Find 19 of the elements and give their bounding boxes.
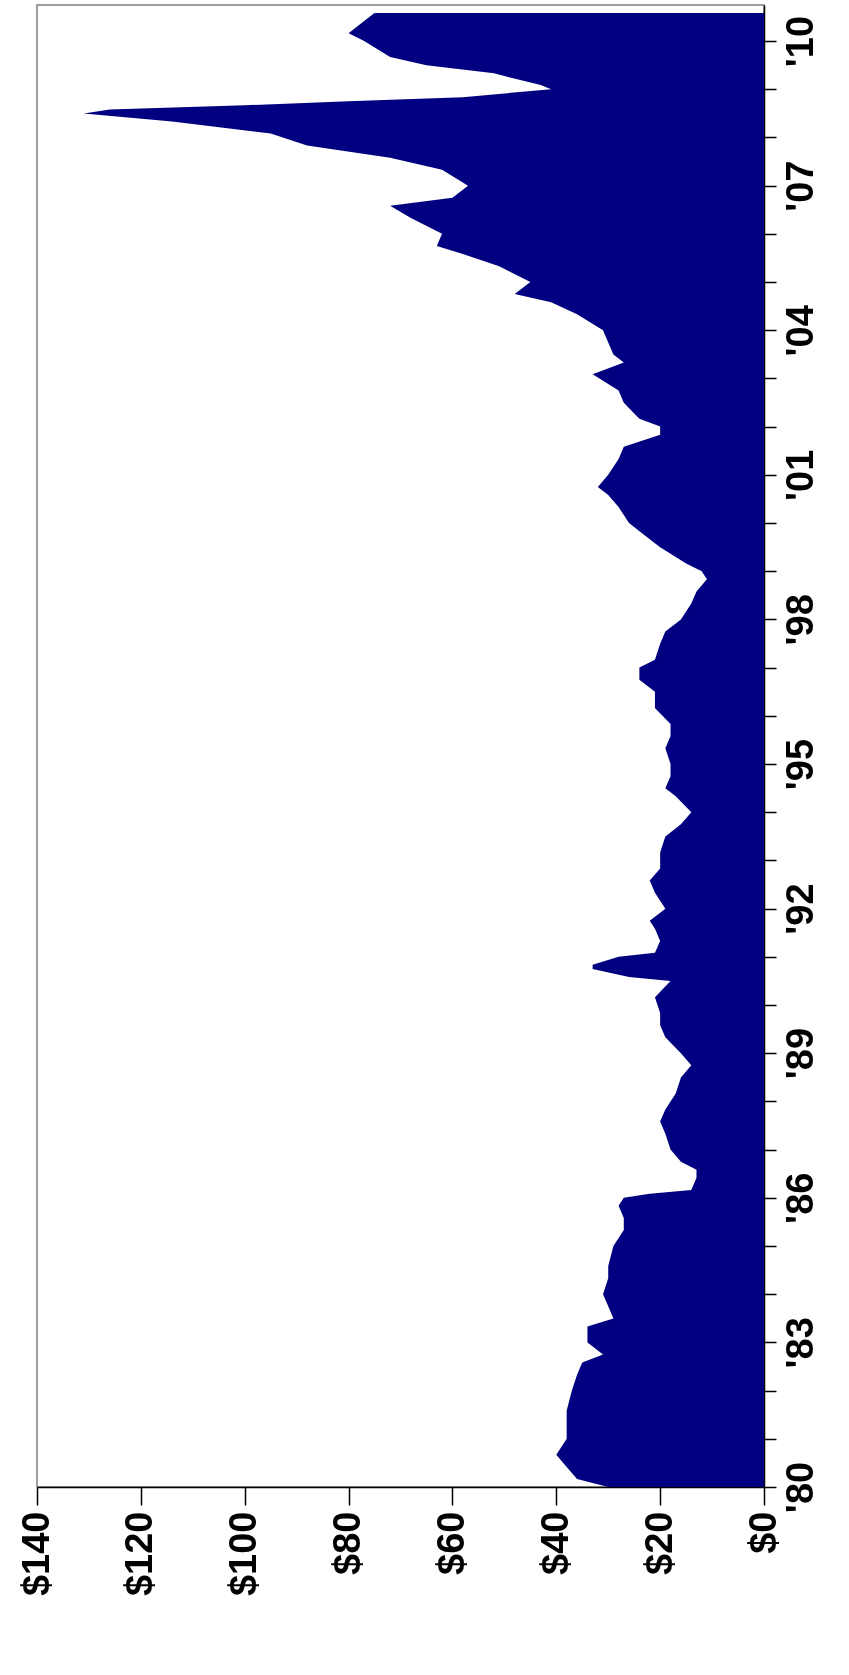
x-tick-label: $0 (741, 1511, 784, 1554)
y-tick-label: '80 (778, 1461, 821, 1514)
x-tick-label: $120 (118, 1511, 161, 1597)
x-tick-label: $100 (222, 1511, 265, 1597)
y-tick-label: '95 (778, 738, 821, 791)
y-tick-label: '83 (778, 1317, 821, 1369)
y-tick-label: '04 (778, 305, 821, 357)
x-tick-label: $40 (533, 1511, 576, 1575)
x-tick-label: $20 (637, 1511, 680, 1575)
y-tick-label: '10 (778, 15, 821, 68)
x-tick-label: $140 (14, 1511, 57, 1597)
y-tick-label: '01 (778, 449, 821, 501)
y-tick-label: '86 (778, 1172, 821, 1224)
y-tick-label: '92 (778, 883, 821, 935)
y-tick-label: '98 (778, 594, 821, 646)
x-tick-label: $80 (326, 1511, 369, 1575)
x-tick-label: $60 (429, 1511, 472, 1575)
y-tick-label: '07 (778, 160, 821, 212)
y-tick-label: '89 (778, 1027, 821, 1080)
